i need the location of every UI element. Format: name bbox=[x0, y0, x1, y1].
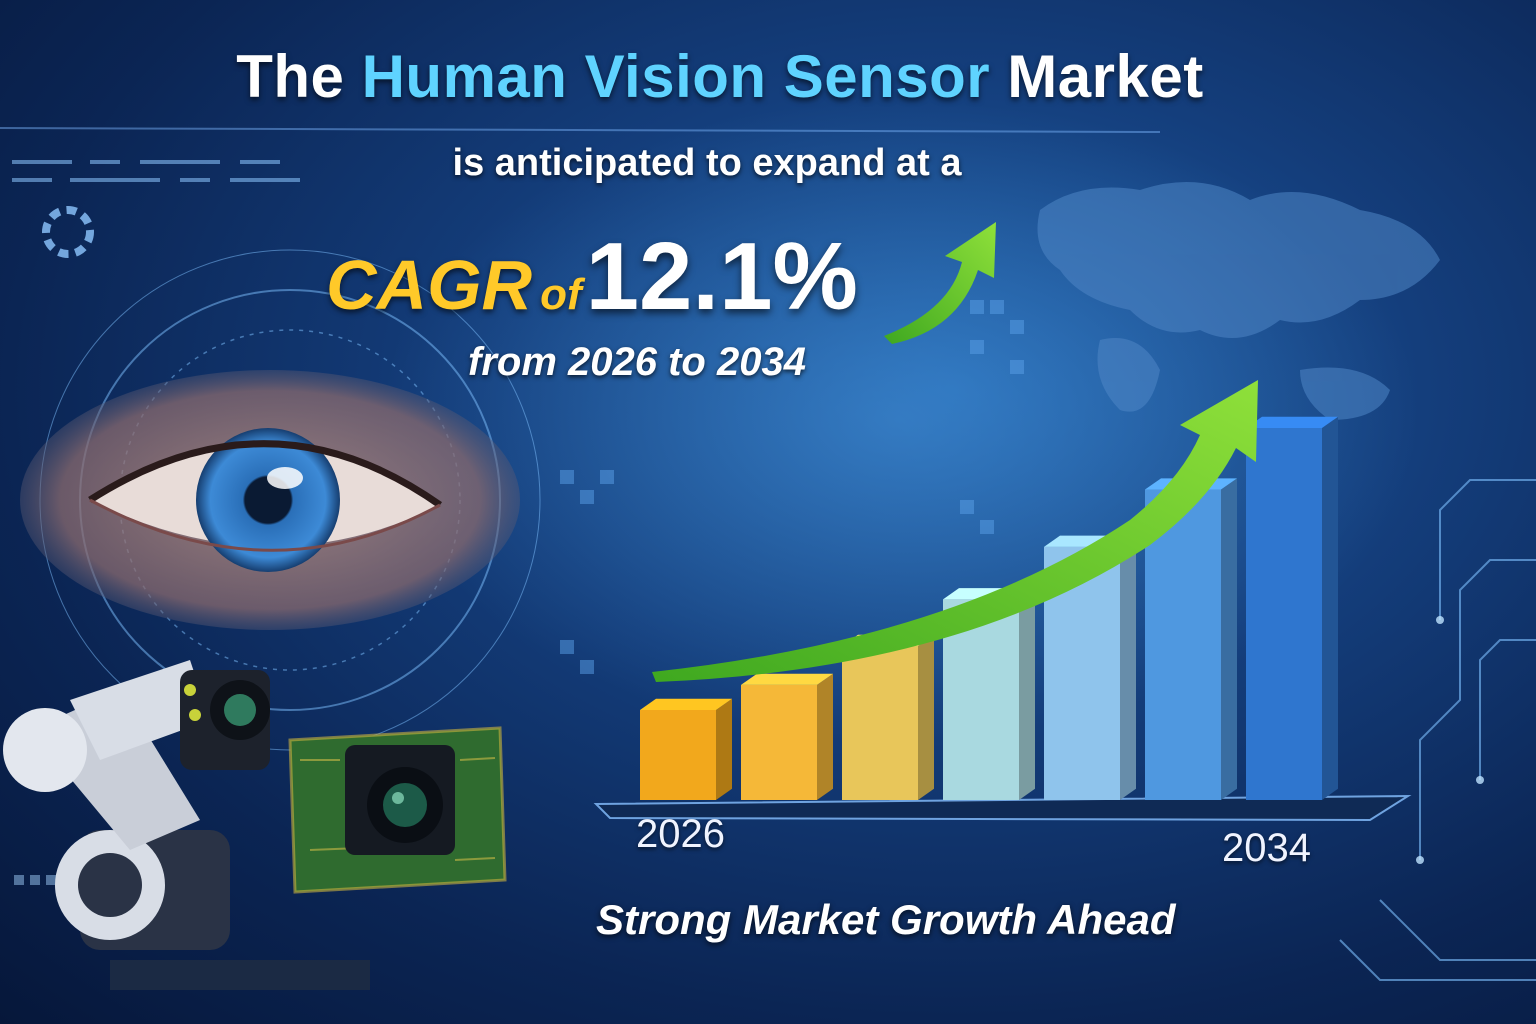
cagr-statement: CAGR of12.1% bbox=[326, 222, 858, 332]
year-end-label: 2034 bbox=[1222, 826, 1311, 870]
headline-suffix: Market bbox=[990, 43, 1204, 110]
year-start-label: 2026 bbox=[636, 812, 725, 856]
chart-baseline bbox=[593, 794, 1412, 822]
chart-bar-top bbox=[640, 698, 732, 710]
subheading: is anticipated to expand at a bbox=[452, 142, 962, 184]
camera-sensor-board-illustration bbox=[288, 726, 507, 894]
chart-bar-side bbox=[918, 634, 934, 800]
growth-arrow-icon bbox=[884, 222, 996, 344]
chart-bar-front bbox=[1145, 489, 1221, 800]
chart-bar-side bbox=[1019, 588, 1035, 800]
trend-arrow-icon bbox=[652, 380, 1258, 682]
headline-highlight: Human Vision Sensor bbox=[361, 43, 991, 110]
cagr-label: CAGR bbox=[326, 246, 533, 324]
chart-bar bbox=[640, 698, 732, 800]
chart-bar-front bbox=[741, 684, 817, 800]
circuit-lines-illustration bbox=[1339, 479, 1536, 981]
chart-bar-front bbox=[640, 710, 716, 800]
chart-bar-front bbox=[1246, 428, 1322, 800]
world-map-illustration bbox=[1037, 182, 1440, 420]
tagline: Strong Market Growth Ahead bbox=[596, 896, 1176, 943]
headline: The Human Vision Sensor Market bbox=[0, 42, 1440, 111]
chart-bar-front bbox=[842, 646, 918, 800]
forecast-period: from 2026 to 2034 bbox=[468, 340, 806, 384]
chart-bar bbox=[1246, 416, 1338, 800]
chart-bar-side bbox=[1120, 535, 1136, 800]
chart-bar bbox=[842, 634, 934, 800]
chart-bar-side bbox=[1221, 478, 1237, 800]
cagr-value: 12.1% bbox=[585, 223, 858, 330]
chart-bar-side bbox=[1322, 416, 1338, 800]
chart-bar bbox=[741, 673, 833, 800]
hud-ring-icon bbox=[42, 206, 94, 258]
chart-bar-top bbox=[1246, 416, 1338, 428]
chart-bar bbox=[1145, 478, 1237, 800]
cagr-connector: of bbox=[540, 270, 582, 319]
chart-bar-top bbox=[741, 673, 833, 685]
chart-bar-side bbox=[817, 673, 833, 800]
headline-prefix: The bbox=[236, 43, 362, 110]
chart-bar-side bbox=[716, 698, 732, 800]
